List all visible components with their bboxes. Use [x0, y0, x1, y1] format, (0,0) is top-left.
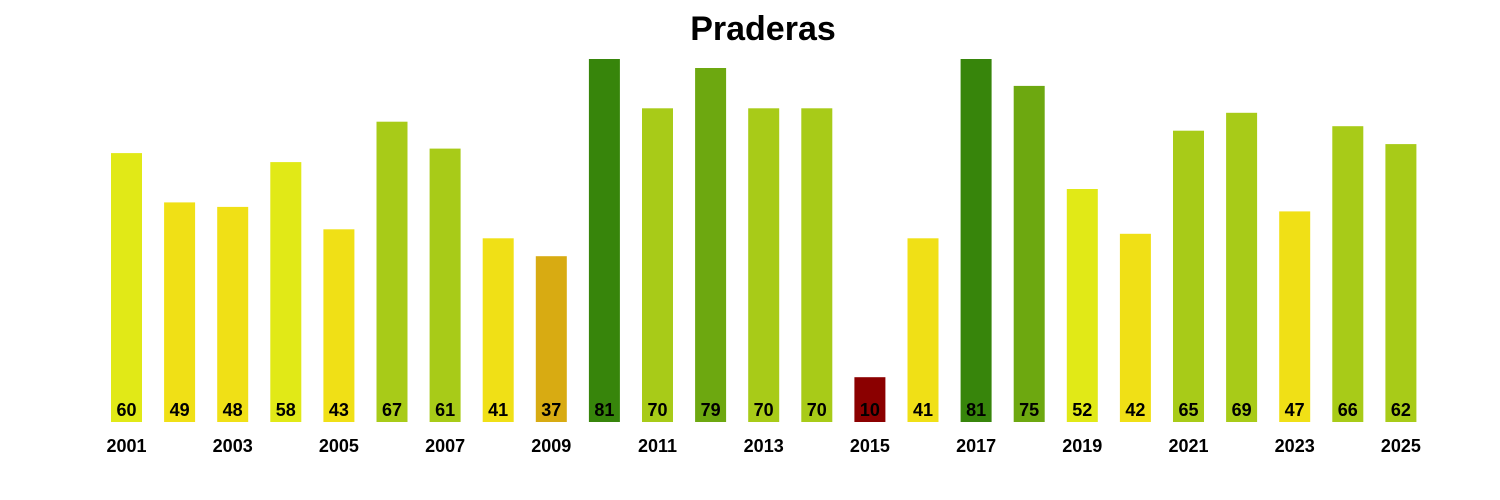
x-tick-label-2017: 2017	[956, 436, 996, 456]
value-label-2008: 41	[488, 400, 508, 420]
bars-group	[111, 59, 1417, 423]
x-tick-label-2015: 2015	[850, 436, 890, 456]
x-tick-label-2005: 2005	[319, 436, 359, 456]
bar-2013	[748, 108, 780, 423]
x-tick-label-2025: 2025	[1381, 436, 1421, 456]
x-tick-label-2009: 2009	[531, 436, 571, 456]
value-label-2010: 81	[594, 400, 614, 420]
value-label-2018: 75	[1019, 400, 1039, 420]
bar-2015	[854, 377, 886, 422]
bar-2018	[1013, 85, 1045, 423]
value-label-2024: 66	[1338, 400, 1358, 420]
x-tick-label-2023: 2023	[1275, 436, 1315, 456]
value-label-2020: 42	[1125, 400, 1145, 420]
value-label-2015: 10	[860, 400, 880, 420]
bar-2011	[642, 108, 673, 423]
value-label-2003: 48	[223, 400, 243, 420]
bar-2017	[960, 59, 992, 422]
bar-2002	[164, 202, 196, 422]
value-label-2019: 52	[1072, 400, 1092, 420]
value-labels-group: 60 49 48 58 43 67 61 41 37 81 70 79 70 70 10 41 81 75 52 42…	[116, 400, 1410, 420]
x-tick-label-2019: 2019	[1062, 436, 1102, 456]
value-label-2013: 70	[754, 400, 774, 420]
value-label-2004: 58	[276, 400, 296, 420]
x-tick-label-2001: 2001	[106, 436, 146, 456]
bar-2020	[1119, 233, 1151, 422]
bar-2001	[111, 153, 142, 422]
value-label-2006: 67	[382, 400, 402, 420]
bar-2021	[1173, 130, 1204, 422]
value-label-2001: 60	[116, 400, 136, 420]
x-tick-labels-group: 2001 2003 2005 2007 2009 2011 2013 2015 2017 2019…	[106, 436, 1420, 456]
value-label-2025: 62	[1391, 400, 1411, 420]
value-label-2023: 47	[1285, 400, 1305, 420]
bar-2006	[376, 121, 408, 422]
bar-2014	[801, 108, 833, 423]
x-tick-label-2011: 2011	[638, 436, 677, 456]
value-label-2005: 43	[329, 400, 349, 420]
bar-2016	[907, 238, 939, 422]
value-label-2011: 70	[647, 400, 667, 420]
x-tick-label-2007: 2007	[425, 436, 465, 456]
bar-2019	[1066, 189, 1098, 422]
value-label-2012: 79	[701, 400, 721, 420]
bar-2004	[270, 162, 302, 422]
bar-2008	[482, 238, 514, 422]
bar-2003	[217, 206, 249, 422]
bar-2022	[1226, 112, 1258, 423]
bar-2007	[429, 148, 461, 422]
bar-2005	[323, 229, 355, 422]
value-label-2002: 49	[170, 400, 190, 420]
bar-2025	[1385, 144, 1417, 422]
bar-2024	[1332, 126, 1364, 422]
value-label-2007: 61	[435, 400, 455, 420]
bar-2010	[588, 59, 620, 422]
value-label-2017: 81	[966, 400, 986, 420]
x-tick-label-2003: 2003	[213, 436, 253, 456]
bar-2023	[1279, 211, 1311, 422]
value-label-2014: 70	[807, 400, 827, 420]
bar-2012	[695, 68, 727, 422]
value-label-2021: 65	[1178, 400, 1198, 420]
x-tick-label-2013: 2013	[744, 436, 784, 456]
x-tick-label-2021: 2021	[1168, 436, 1208, 456]
bar-2009	[535, 256, 567, 422]
value-label-2022: 69	[1232, 400, 1252, 420]
chart-title: Praderas	[690, 10, 836, 48]
value-label-2016: 41	[913, 400, 933, 420]
value-label-2009: 37	[541, 400, 561, 420]
